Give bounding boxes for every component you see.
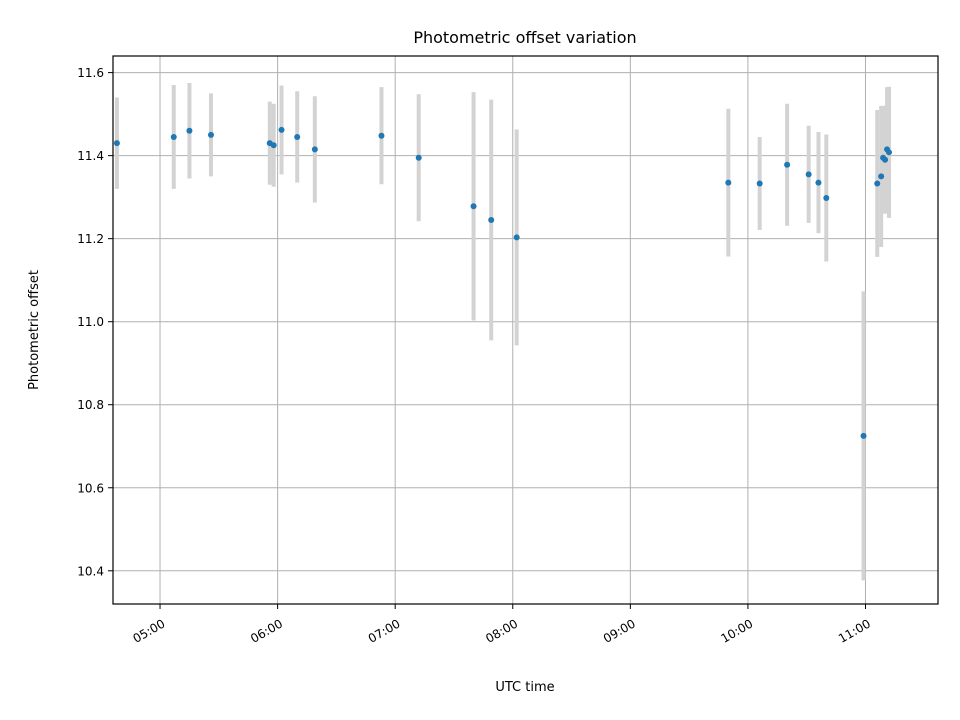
data-point — [311, 146, 318, 153]
data-point — [294, 133, 301, 140]
y-tick-label: 10.8 — [77, 398, 104, 412]
data-point — [823, 194, 830, 201]
data-point — [113, 140, 120, 147]
data-point — [815, 179, 822, 186]
x-axis-label: UTC time — [495, 680, 554, 695]
data-point — [278, 126, 285, 133]
data-point — [878, 173, 885, 180]
data-point — [186, 127, 193, 134]
y-tick-label: 10.4 — [77, 564, 104, 578]
data-point — [270, 142, 277, 149]
data-point — [378, 132, 385, 139]
data-point — [170, 133, 177, 140]
data-points — [113, 126, 893, 439]
y-tick-label: 11.2 — [77, 232, 104, 246]
y-axis-ticks: 10.4 10.6 10.8 11.0 11.2 11.4 11.6 — [77, 66, 113, 578]
data-point — [860, 432, 867, 439]
data-point — [207, 131, 214, 138]
data-point — [882, 156, 889, 163]
data-point — [756, 180, 763, 187]
data-point — [513, 234, 520, 241]
data-point — [470, 203, 477, 210]
y-tick-label: 10.6 — [77, 481, 104, 495]
y-axis-label: Photometric offset — [27, 270, 42, 390]
chart-title: Photometric offset variation — [413, 28, 636, 47]
y-tick-label: 11.6 — [77, 66, 104, 80]
plot-frame — [112, 55, 939, 605]
data-point — [488, 216, 495, 223]
y-tick-label: 11.4 — [77, 149, 104, 163]
data-point — [415, 154, 422, 161]
data-point — [725, 179, 732, 186]
data-point — [874, 180, 881, 187]
y-tick-label: 11.0 — [77, 315, 104, 329]
grid — [113, 56, 938, 604]
data-point — [784, 161, 791, 168]
data-point — [805, 171, 812, 178]
data-point — [886, 149, 893, 156]
